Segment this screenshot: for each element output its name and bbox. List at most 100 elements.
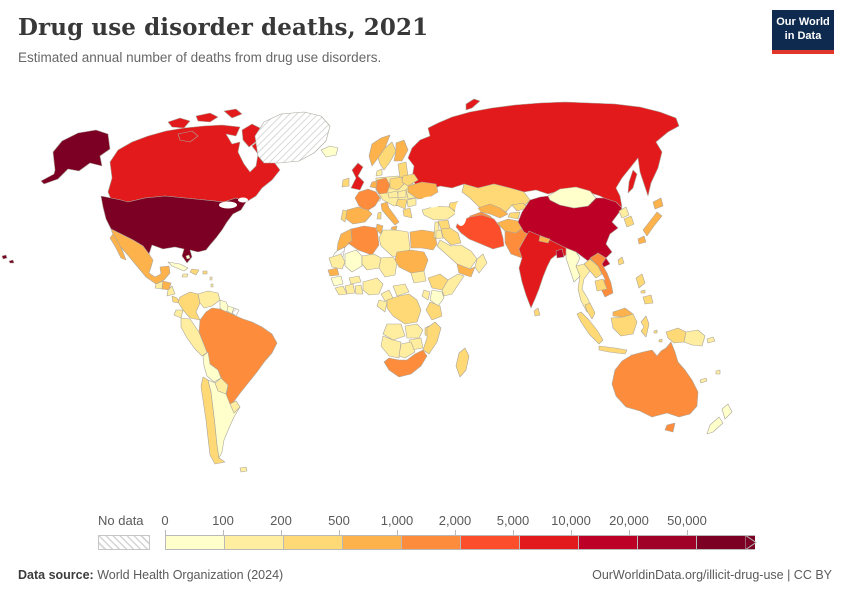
country-indonesia-papua[interactable] [665, 327, 687, 344]
country-oman[interactable] [474, 253, 488, 274]
country-hispaniola[interactable] [189, 268, 200, 276]
country-cote-divoire[interactable] [344, 283, 356, 295]
country-russia-novaya-zemlya[interactable] [465, 98, 481, 111]
country-uk[interactable] [350, 162, 365, 191]
country-senegal[interactable] [327, 267, 340, 277]
country-japan-hokkaido[interactable] [652, 197, 664, 210]
country-bangladesh[interactable] [555, 248, 565, 259]
country-papua-new-guinea[interactable] [683, 329, 706, 347]
legend-swatch[interactable] [225, 536, 284, 549]
legend-swatch[interactable] [579, 536, 638, 549]
country-turkey[interactable] [421, 205, 457, 221]
country-taiwan[interactable] [617, 256, 625, 266]
country-belarus[interactable] [401, 173, 419, 187]
country-canada-island[interactable] [223, 108, 243, 119]
country-sri-lanka[interactable] [533, 307, 541, 317]
country-kenya[interactable] [429, 289, 445, 307]
owid-logo[interactable]: Our World in Data [772, 10, 834, 54]
country-finland[interactable] [393, 139, 409, 162]
country-niger[interactable] [361, 253, 382, 271]
legend-swatch[interactable] [402, 536, 461, 549]
country-bolivia[interactable] [202, 351, 222, 383]
country-guinea[interactable] [330, 275, 344, 287]
country-mozambique[interactable] [422, 321, 442, 355]
country-tanzania[interactable] [425, 301, 443, 321]
country-new-caledonia[interactable] [699, 377, 708, 384]
country-indonesia-maluku[interactable] [658, 338, 663, 343]
country-poland[interactable] [389, 176, 405, 191]
legend-swatch[interactable] [520, 536, 579, 549]
country-new-zealand-south[interactable] [706, 416, 724, 435]
country-cuba[interactable] [167, 261, 189, 272]
country-jordan[interactable] [435, 229, 444, 240]
country-greenland-nodata[interactable] [254, 111, 331, 164]
country-usa-hawaii[interactable] [1, 254, 8, 260]
country-nicaragua[interactable] [166, 285, 176, 297]
country-russia-sakhalin[interactable] [627, 169, 638, 194]
country-mauritania[interactable] [328, 253, 346, 270]
country-south-africa[interactable] [383, 349, 428, 378]
country-usa-alaska[interactable] [40, 129, 111, 185]
country-sweden[interactable] [377, 141, 397, 171]
country-mongolia[interactable] [547, 186, 597, 209]
country-ecuador[interactable] [173, 309, 184, 319]
country-ghana[interactable] [354, 284, 364, 295]
country-canada-island[interactable] [167, 117, 191, 129]
country-ukraine[interactable] [407, 181, 439, 200]
country-spain[interactable] [344, 206, 373, 225]
legend-swatch[interactable] [638, 536, 697, 549]
country-indonesia-java[interactable] [598, 345, 628, 355]
country-angola[interactable] [382, 323, 406, 341]
country-denmark[interactable] [375, 168, 383, 177]
country-balkans[interactable] [395, 198, 408, 210]
country-burkina[interactable] [348, 275, 362, 285]
country-indonesia-borneo[interactable] [610, 313, 638, 337]
country-iraq[interactable] [440, 227, 462, 246]
country-usa-hawaii[interactable] [8, 259, 15, 264]
country-antilles[interactable] [209, 276, 213, 281]
legend-swatch[interactable] [697, 536, 755, 549]
country-hungary[interactable] [397, 189, 407, 199]
country-tajikistan[interactable] [507, 211, 521, 220]
country-zambia[interactable] [404, 323, 424, 339]
country-north-korea[interactable] [618, 206, 630, 219]
country-south-korea[interactable] [623, 215, 635, 228]
country-mexico-baja[interactable] [109, 233, 127, 261]
country-argentina[interactable] [207, 379, 241, 459]
country-dr-congo[interactable] [386, 293, 422, 325]
country-congo-gabon[interactable] [376, 299, 388, 313]
country-sardinia[interactable] [376, 211, 382, 220]
country-france[interactable] [354, 188, 381, 212]
country-nigeria[interactable] [362, 277, 384, 296]
country-cambodia[interactable] [594, 278, 608, 292]
country-australia-tasmania[interactable] [664, 422, 676, 433]
country-madagascar[interactable] [455, 347, 470, 378]
country-falkland[interactable] [239, 466, 248, 473]
country-india[interactable] [518, 230, 571, 309]
country-italy-sicily[interactable] [390, 225, 398, 231]
country-fiji[interactable] [715, 369, 721, 375]
legend-swatch[interactable] [461, 536, 520, 549]
country-greece[interactable] [402, 207, 413, 219]
country-russia[interactable] [407, 101, 680, 208]
country-vietnam[interactable] [589, 252, 614, 298]
country-indonesia-maluku[interactable] [653, 329, 658, 334]
country-syria[interactable] [437, 219, 451, 230]
legend-swatch[interactable] [284, 536, 343, 549]
country-namibia[interactable] [380, 335, 402, 359]
country-norway[interactable] [368, 134, 391, 167]
country-philippines-mindanao[interactable] [642, 294, 654, 305]
country-venezuela[interactable] [197, 290, 221, 309]
country-iran[interactable] [455, 214, 505, 250]
country-canada-victoria[interactable] [177, 130, 199, 143]
country-portugal[interactable] [340, 209, 348, 223]
country-canada-island[interactable] [195, 112, 219, 123]
country-philippines-visayas[interactable] [640, 289, 646, 294]
country-new-zealand-north[interactable] [721, 403, 733, 420]
country-bahamas[interactable] [185, 254, 191, 260]
country-central-african-republic[interactable] [392, 283, 410, 297]
country-iceland[interactable] [320, 145, 339, 158]
country-colombia[interactable] [177, 291, 201, 321]
country-peru[interactable] [180, 317, 209, 357]
legend-swatch[interactable] [343, 536, 402, 549]
